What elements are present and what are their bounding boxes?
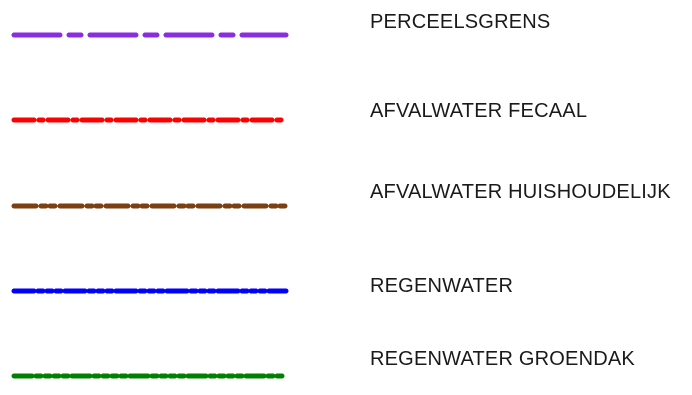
legend-item-regenwater-groendak: REGENWATER GROENDAK xyxy=(0,335,692,395)
line-swatch-perceelsgrens xyxy=(11,32,289,38)
line-swatch-regenwater xyxy=(11,288,289,294)
legend-label-perceelsgrens: PERCEELSGRENS xyxy=(370,11,551,33)
legend-item-perceelsgrens: PERCEELSGRENS xyxy=(0,0,692,60)
legend-label-regenwater: REGENWATER xyxy=(370,275,514,297)
line-swatch-afvalwater-huishoudelijk xyxy=(11,203,289,209)
legend-item-regenwater: REGENWATER xyxy=(0,255,692,315)
legend-item-afvalwater-fecaal: AFVALWATER FECAAL xyxy=(0,85,692,145)
legend-label-afvalwater-huishoudelijk: AFVALWATER HUISHOUDELIJK xyxy=(370,181,671,203)
line-swatch-afvalwater-fecaal xyxy=(11,117,289,123)
legend-item-afvalwater-huishoudelijk: AFVALWATER HUISHOUDELIJK xyxy=(0,170,692,230)
legend-label-afvalwater-fecaal: AFVALWATER FECAAL xyxy=(370,100,588,122)
line-swatch-regenwater-groendak xyxy=(11,373,289,379)
legend-label-regenwater-groendak: REGENWATER GROENDAK xyxy=(370,348,635,370)
